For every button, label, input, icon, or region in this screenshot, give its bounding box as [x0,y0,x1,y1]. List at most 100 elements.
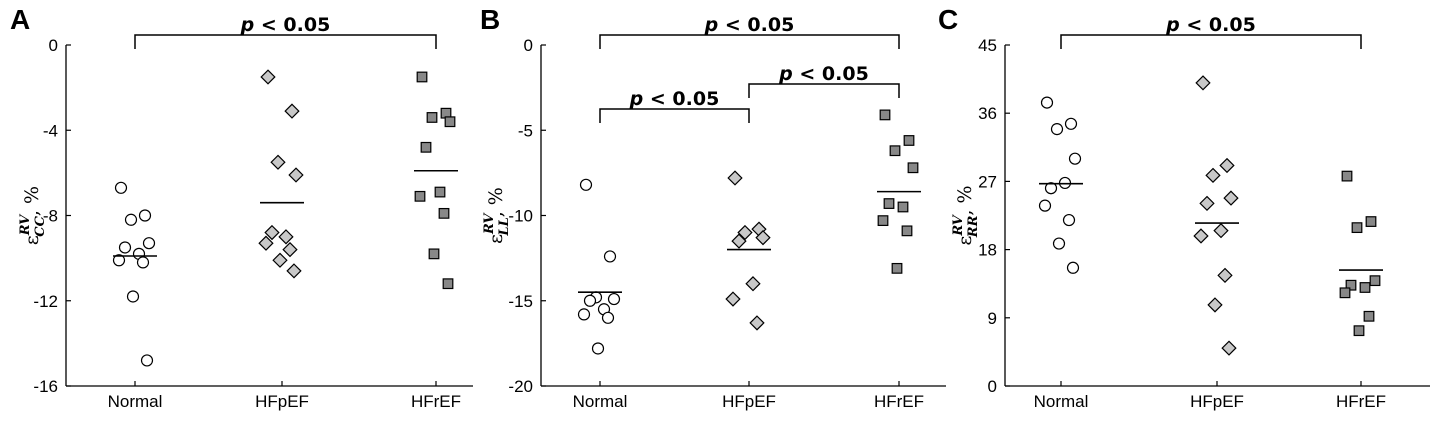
data-point-circle [112,254,126,267]
y-tick-label: -10 [508,207,533,226]
data-point-diamond [286,263,302,279]
data-point-diamond [1223,190,1239,206]
significance-label: p < 0.05 [1165,14,1256,36]
data-point-circle [577,308,591,321]
data-point-square [1339,287,1351,299]
y-tick-label: 36 [978,104,997,123]
y-tick-label: 0 [524,36,533,55]
data-point-circle [1066,261,1080,274]
data-point-circle [1052,237,1066,250]
data-point-circle [124,213,138,226]
data-point-circle [1068,152,1082,165]
data-point-square [434,186,446,198]
data-point-circle [591,342,605,355]
data-point-circle [601,311,615,324]
data-point-square [414,190,426,202]
data-point-square [1351,222,1363,234]
panel-b: B 0 -5 -10 -15 -20 Normal HFpEF HFrEF εRVLL, % p <… [480,4,946,411]
y-tick-label: 27 [978,172,997,191]
data-point-square [1345,279,1357,291]
data-point-square [901,225,913,237]
data-point-diamond [1221,340,1237,356]
x-tick-label: Normal [573,392,628,411]
data-point-circle [126,290,140,303]
data-point-circle [1062,213,1076,227]
data-point-diamond [264,224,280,241]
data-point-circle [1038,199,1052,212]
data-point-diamond [284,103,300,119]
data-point-square [889,145,901,157]
data-point-diamond [737,224,753,241]
x-tick-label: HFrEF [411,392,461,411]
significance-label: p < 0.05 [240,14,331,36]
data-point-circle [607,292,621,306]
x-tick-label: HFpEF [1190,392,1244,411]
data-point-diamond [1219,157,1235,174]
data-point-diamond [272,252,288,268]
data-point-diamond [731,233,747,249]
data-point-square [877,215,889,227]
data-point-square [426,112,438,123]
data-point-diamond [1195,75,1211,91]
data-point-circle [1064,117,1078,130]
data-point-square [1341,170,1353,182]
panel-c: C 45 36 27 18 9 0 Normal HFpEF HFrEF εRVRR, % p < 0… [938,4,1430,411]
data-point-square [1363,310,1375,322]
data-point-diamond [1217,267,1233,284]
significance-bracket [748,83,900,98]
data-point-square [444,116,456,128]
data-point-diamond [727,170,743,186]
data-point-square [1365,216,1377,227]
y-tick-label: -12 [33,292,58,311]
data-point-square [1359,282,1371,293]
x-tick-label: HFrEF [1336,392,1386,411]
y-tick-label: -4 [43,121,58,140]
data-point-diamond [1205,167,1221,183]
y-axis-label: εRVRR, % [951,185,981,245]
panel-letter: B [480,4,500,35]
data-point-circle [1050,123,1064,136]
data-point-diamond [755,230,771,246]
significance-bracket [599,108,750,123]
data-point-square [416,71,428,83]
data-point-square [883,198,895,209]
significance-label: p < 0.05 [629,88,720,110]
x-tick-label: Normal [108,392,163,411]
data-point-square [903,135,915,146]
data-point-diamond [270,154,286,170]
y-tick-label: -8 [43,207,58,226]
y-tick-label: -20 [508,377,533,396]
data-point-circle [603,250,617,263]
data-point-circle [138,209,152,222]
data-point-square [907,162,919,174]
data-point-square [442,278,454,290]
x-tick-label: HFrEF [874,392,924,411]
y-tick-label: 45 [978,36,997,55]
data-point-square [1353,325,1365,337]
x-tick-label: HFpEF [722,392,776,411]
data-point-square [879,109,891,121]
data-point-circle [118,241,132,254]
y-tick-label: -5 [518,121,533,140]
data-point-diamond [260,69,276,85]
data-point-square [428,248,440,260]
data-point-diamond [288,167,304,183]
y-tick-label: 9 [988,309,997,328]
data-point-square [891,262,903,274]
data-point-diamond [1193,228,1209,244]
panel-letter: A [10,4,30,35]
significance-bracket [134,34,437,49]
significance-label: p < 0.05 [704,14,795,36]
y-tick-label: 0 [988,377,997,396]
data-point-diamond [1213,223,1229,239]
data-point-diamond [749,315,765,331]
data-point-square [438,207,450,219]
data-point-diamond [725,291,741,307]
data-point-diamond [745,276,761,292]
data-point-diamond [282,241,298,258]
significance-label: p < 0.05 [778,63,869,85]
y-axis-label: εRVCC, % [18,186,48,245]
data-point-circle [136,256,150,269]
data-point-diamond [1207,297,1223,313]
